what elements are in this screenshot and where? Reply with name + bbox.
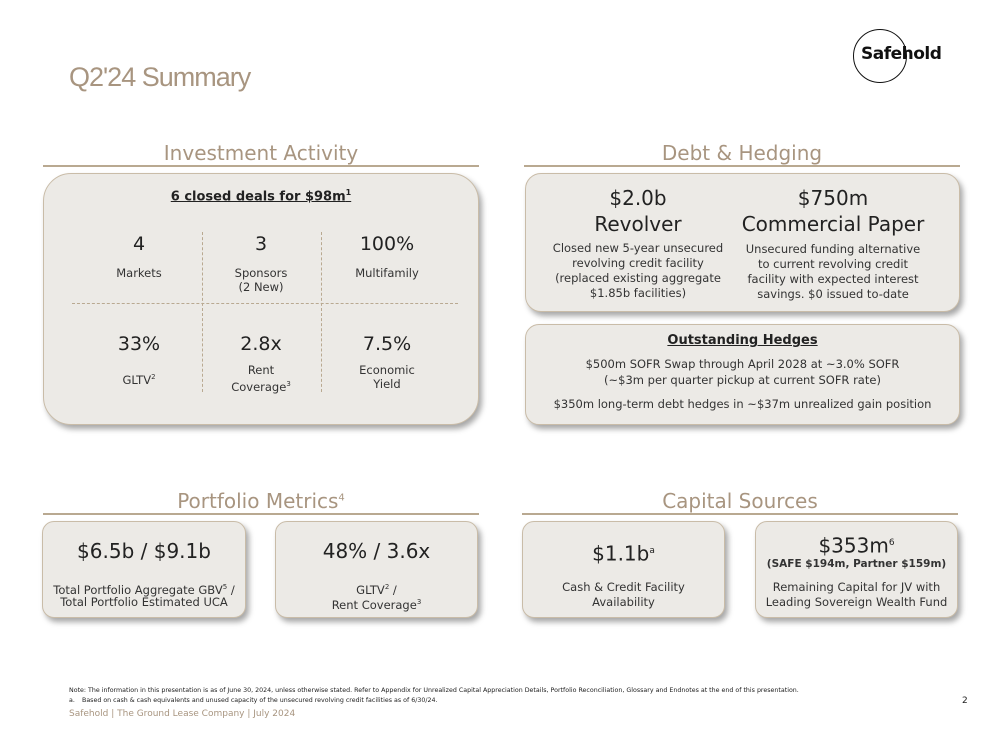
portfolio-gltv-slash: / [389,582,397,597]
portfolio-gltv-line-1: GLTV2 / [275,580,478,598]
revolver-value: $2.0b [609,186,667,210]
capital-liquidity-note: a [649,546,655,556]
stat-gltv-label: GLTV2 [79,370,199,387]
hedges-line-2: (~$3m per quarter pickup at current SOFR… [604,373,881,387]
revolver-line-3: (replaced existing aggregate [555,271,721,285]
investment-headline: 6 closed deals for $98m1 [43,188,479,204]
capital-jv-sub: (SAFE $194m, Partner $159m) [766,558,947,570]
divider-vertical-1 [202,232,203,392]
capital-jv-line-1: Remaining Capital for JV with [772,580,941,594]
portfolio-metrics-title-note: 4 [338,492,345,504]
cp-name: Commercial Paper [741,212,925,236]
safehold-logo: Safehold [861,44,942,64]
portfolio-gbv-line-1: Total Portfolio Aggregate GBV5 / [42,580,246,598]
stat-economic-yield-sublabel: Yield [373,377,401,391]
capital-sources-title: Capital Sources [662,489,818,513]
footnote-a-text: Based on cash & cash equivalents and unu… [82,697,438,704]
capital-liquidity-line-1: Cash & Credit Facility [562,580,685,594]
stat-gltv-note: 2 [151,373,156,381]
stat-rent-coverage-sublabel-text: Coverage [231,379,287,394]
hedges-card [525,324,960,425]
stat-rent-coverage-note: 3 [286,380,291,388]
capital-jv-value: $353m6 [755,531,958,559]
debt-card [525,173,960,312]
portfolio-gbv-line-1-text: Total Portfolio Aggregate GBV [53,582,223,597]
portfolio-metrics-title: Portfolio Metrics4 [43,489,479,513]
capital-liquidity-value: $1.1ba [522,539,725,567]
stat-rent-coverage-label: Rent [247,363,275,377]
portfolio-gltv-note: 2 [384,583,390,591]
portfolio-rent-note: 3 [416,598,422,606]
stat-sponsors-label: Sponsors [234,266,288,280]
stat-multifamily-label: Multifamily [355,266,419,280]
investment-headline-note: 1 [345,188,352,197]
stat-economic-yield-value: 7.5% [362,333,412,355]
hedges-line-1: $500m SOFR Swap through April 2028 at ~3… [585,357,900,371]
divider-vertical-2 [321,232,322,392]
debt-rule [524,165,960,167]
footer-text: Safehold | The Ground Lease Company | Ju… [69,709,296,719]
investment-headline-text: 6 closed deals for $98m [170,189,346,205]
stat-rent-coverage-value: 2.8x [240,333,282,355]
page-title: Q2'24 Summary [69,62,251,92]
portfolio-card-gbv [42,521,246,618]
cp-line-2: to current revolving credit [757,257,909,271]
revolver-line-2: revolving credit facility [572,256,704,270]
debt-hedging-title: Debt & Hedging [661,141,823,165]
stat-rent-coverage-sublabel: Coverage3 [201,377,321,394]
divider-horizontal [72,303,458,304]
revolver-line-1: Closed new 5-year unsecured [552,241,724,255]
stat-multifamily-value: 100% [359,233,415,255]
capital-jv-line-2: Leading Sovereign Wealth Fund [765,595,948,609]
capital-liquidity-value-text: $1.1b [592,541,650,566]
portfolio-gbv-slash: / [227,582,235,597]
investment-rule [43,165,479,167]
portfolio-card-gltv [275,521,478,618]
portfolio-gltv-line-2: Rent Coverage3 [275,595,478,613]
stat-sponsors-value: 3 [254,233,268,255]
stat-economic-yield-label: Economic [359,363,415,377]
capital-jv-note: 6 [888,538,895,548]
revolver-line-4: $1.85b facilities) [589,286,687,300]
portfolio-gbv-value: $6.5b / $9.1b [77,539,211,563]
investment-activity-card [43,173,479,425]
stat-gltv-value: 33% [117,333,161,355]
safehold-logo-circle [853,29,907,83]
capital-rule [522,513,958,515]
cp-line-3: facility with expected interest [747,272,919,286]
footnote-a-label: a. [69,697,75,704]
cp-value: $750m [797,186,869,210]
hedges-title: Outstanding Hedges [667,333,818,348]
portfolio-rule [43,513,479,515]
portfolio-gltv-line-2-text: Rent Coverage [331,597,417,612]
page-number: 2 [962,696,968,706]
revolver-name: Revolver [594,212,682,236]
portfolio-gbv-line-2: Total Portfolio Estimated UCA [60,595,228,609]
portfolio-gltv-line-1-text: GLTV [356,582,385,597]
stat-gltv-label-text: GLTV [122,372,152,387]
portfolio-gbv-note: 5 [222,583,228,591]
capital-card-liquidity [522,521,725,618]
investment-activity-title: Investment Activity [163,141,359,165]
stat-markets-label: Markets [116,266,162,280]
capital-liquidity-line-2: Availability [592,595,655,609]
cp-line-4: savings. $0 issued to-date [757,287,909,301]
capital-jv-value-text: $353m [818,533,889,558]
footnote-note: Note: The information in this presentati… [69,687,799,694]
portfolio-metrics-title-text: Portfolio Metrics [177,489,339,513]
hedges-line-3: $350m long-term debt hedges in ~$37m unr… [553,397,932,411]
stat-sponsors-sublabel: (2 New) [238,280,284,294]
portfolio-gltv-value: 48% / 3.6x [322,539,431,563]
stat-markets-value: 4 [132,233,146,255]
cp-line-1: Unsecured funding alternative [745,242,921,256]
capital-card-jv [755,521,958,618]
